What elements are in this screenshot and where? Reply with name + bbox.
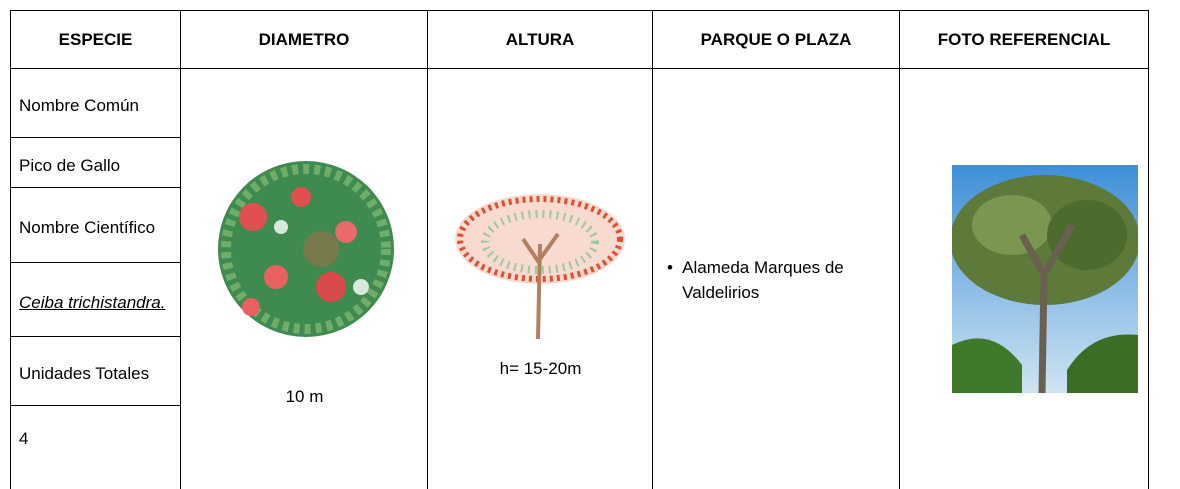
tree-top-icon bbox=[218, 161, 394, 337]
photo-cell bbox=[899, 68, 1149, 489]
header-cell: PARQUE O PLAZA bbox=[652, 10, 899, 68]
header-cell: ESPECIE bbox=[10, 10, 180, 68]
header-cell: ALTURA bbox=[427, 10, 652, 68]
species-cell: Nombre Común bbox=[10, 68, 180, 137]
bullet: • bbox=[667, 258, 673, 277]
park-text: Alameda Marques de Valdelirios bbox=[682, 258, 844, 302]
species-cell: Unidades Totales bbox=[10, 336, 180, 405]
header-cell: FOTO REFERENCIAL bbox=[899, 10, 1149, 68]
tree-photo bbox=[952, 165, 1138, 393]
species-cell: Nombre Científico bbox=[10, 187, 180, 262]
height-text: h= 15-20m bbox=[499, 359, 582, 378]
tree-side-icon bbox=[455, 194, 625, 340]
park-cell: • Alameda Marques de Valdelirios bbox=[652, 68, 899, 489]
diameter-text: 10 m bbox=[285, 387, 324, 406]
height-cell: h= 15-20m bbox=[427, 68, 652, 489]
park-item: • Alameda Marques de Valdelirios bbox=[667, 255, 887, 305]
species-cell: Ceiba trichistandra. bbox=[10, 262, 180, 336]
header-cell: DIAMETRO bbox=[180, 10, 427, 68]
diameter-cell: 10 m bbox=[180, 68, 427, 489]
species-cell: 4 bbox=[10, 405, 180, 489]
species-cell: Pico de Gallo bbox=[10, 137, 180, 187]
